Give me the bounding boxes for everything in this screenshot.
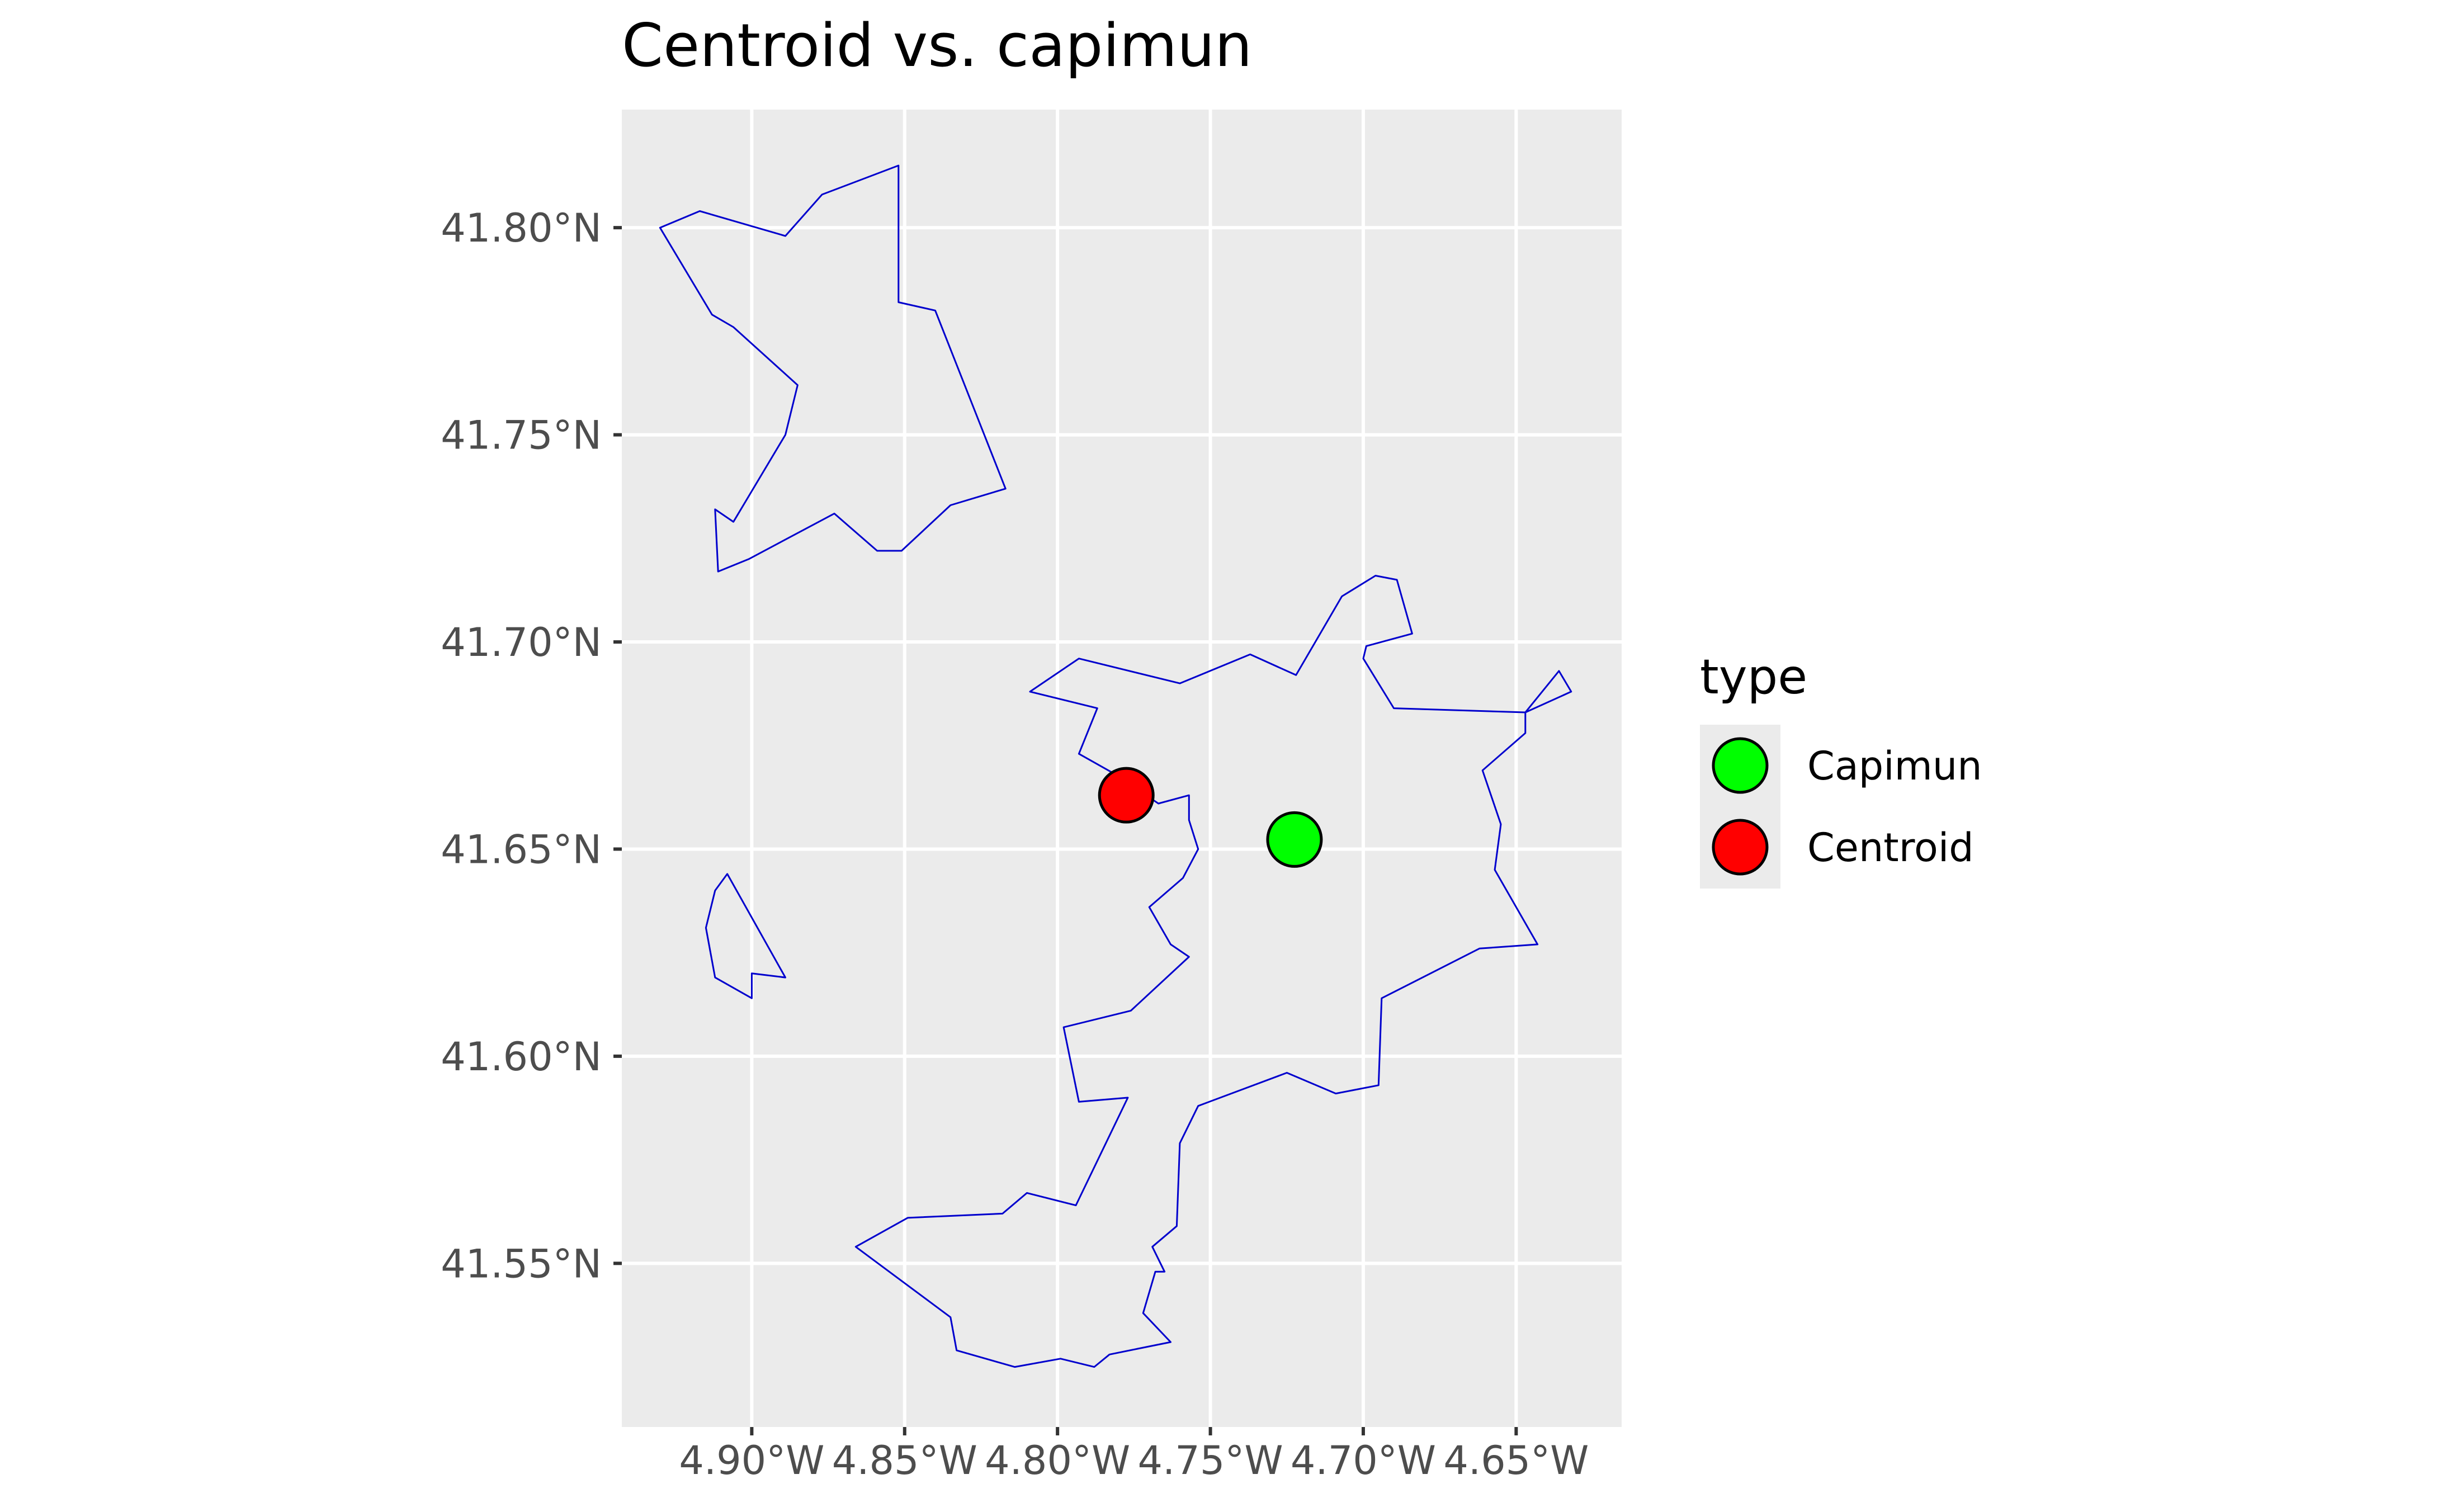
y-tick-label-0: 41.80°N	[441, 205, 602, 251]
boundary-polygons	[659, 164, 1572, 1368]
legend-title: type	[1700, 649, 1807, 705]
map-title: Centroid vs. capimun	[622, 11, 1252, 80]
gridlines	[622, 110, 1622, 1427]
x-tick-label-2: 4.80°W	[985, 1438, 1130, 1483]
legend-key-capimun	[1712, 737, 1769, 794]
map-points	[1098, 767, 1323, 868]
x-tick-label-3: 4.75°W	[1138, 1438, 1283, 1483]
y-tick-label-2: 41.70°N	[441, 620, 602, 665]
y-tick-label-4: 41.60°N	[441, 1034, 602, 1080]
point-centroid	[1098, 767, 1155, 824]
legend: type Capimun Centroid	[1700, 649, 1982, 889]
boundary-polygon-0	[659, 164, 1007, 573]
y-tick-label-1: 41.75°N	[441, 413, 602, 459]
x-axis: 4.90°W 4.85°W 4.80°W 4.75°W 4.70°W 4.65°W	[679, 1427, 1589, 1483]
x-tick-label-0: 4.90°W	[679, 1438, 824, 1483]
legend-key-centroid	[1712, 819, 1769, 876]
boundary-polygon-2	[854, 575, 1572, 1368]
legend-label-centroid: Centroid	[1807, 825, 1974, 871]
x-tick-label-5: 4.65°W	[1443, 1438, 1589, 1483]
y-axis: 41.80°N 41.75°N 41.70°N 41.65°N 41.60°N 41.55…	[441, 205, 622, 1287]
boundary-polygon-1	[705, 873, 786, 999]
y-tick-label-5: 41.55°N	[441, 1241, 602, 1287]
x-tick-label-1: 4.85°W	[832, 1438, 977, 1483]
legend-label-capimun: Capimun	[1807, 743, 1982, 789]
x-tick-label-4: 4.70°W	[1291, 1438, 1436, 1483]
y-tick-label-3: 41.65°N	[441, 826, 602, 872]
point-capimun	[1266, 811, 1323, 868]
